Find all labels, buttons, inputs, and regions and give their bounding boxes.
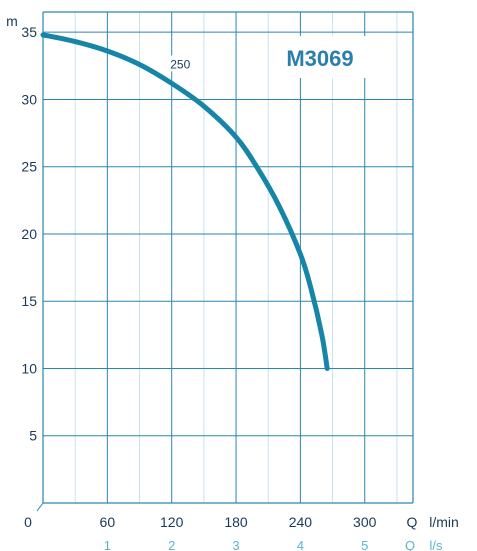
series-group: 250: [40, 32, 330, 371]
y-tick-label: 35: [21, 24, 37, 40]
y-tick-label: 15: [21, 293, 37, 309]
x-axis-label: Q: [407, 514, 418, 530]
x-tick-label: 240: [289, 514, 313, 530]
title-box: [270, 36, 370, 78]
x2-axis-unit: l/s: [430, 538, 444, 551]
y-axis-label: m: [6, 13, 18, 29]
x-tick-labels: 60 120 180 240 300: [100, 514, 377, 530]
x-tick-label: 180: [224, 514, 248, 530]
x-tick-label: 300: [353, 514, 377, 530]
y-tick-label: 30: [21, 91, 37, 107]
x2-tick-labels: 1 2 3 4 5: [104, 538, 369, 551]
grid: [43, 12, 413, 503]
x-origin-label: 0: [24, 514, 32, 530]
y-tick-labels: 5 10 15 20 25 30 35: [21, 24, 37, 444]
x-axis-unit: l/min: [429, 514, 459, 530]
series-label: 250: [170, 57, 190, 71]
y-tick-label: 20: [21, 226, 37, 242]
x2-tick-label: 2: [168, 538, 175, 551]
x2-tick-label: 1: [104, 538, 111, 551]
y-tick-label: 5: [29, 428, 37, 444]
x2-tick-label: 4: [297, 538, 304, 551]
x2-axis-label: Q: [405, 538, 415, 551]
y-tick-label: 25: [21, 159, 37, 175]
series-line: [40, 32, 330, 371]
origin-mark: [36, 502, 44, 512]
chart-title: M3069: [286, 46, 353, 71]
x-tick-label: 120: [160, 514, 184, 530]
x2-tick-label: 5: [361, 538, 368, 551]
series-label-bg: [164, 55, 197, 72]
axes: [36, 11, 414, 512]
y-tick-label: 10: [21, 360, 37, 376]
x-tick-label: 60: [100, 514, 116, 530]
x2-tick-label: 3: [232, 538, 239, 551]
